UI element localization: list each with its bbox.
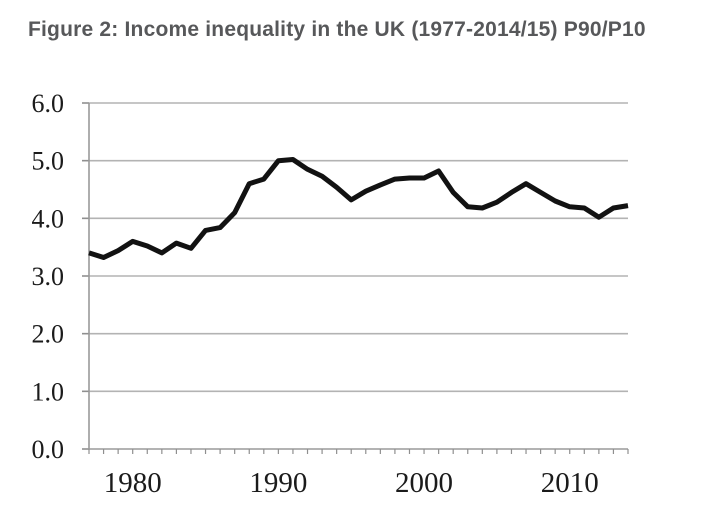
x-axis-label: 2000 (395, 467, 453, 499)
y-axis-label: 3.0 (32, 262, 65, 291)
x-axis-label: 1990 (249, 467, 307, 499)
figure-title: Figure 2: Income inequality in the UK (1… (28, 18, 646, 41)
data-line-p90-p10 (88, 157, 629, 260)
y-axis-label: 6.0 (32, 89, 65, 118)
y-axis-label: 4.0 (32, 204, 65, 233)
y-axis-label: 2.0 (32, 320, 65, 349)
y-axis-label: 0.0 (32, 435, 65, 464)
y-axis-label: 1.0 (32, 377, 65, 406)
x-axis-label: 1980 (104, 467, 162, 499)
y-axis-label: 5.0 (32, 147, 65, 176)
x-axis-label: 2010 (541, 467, 599, 499)
